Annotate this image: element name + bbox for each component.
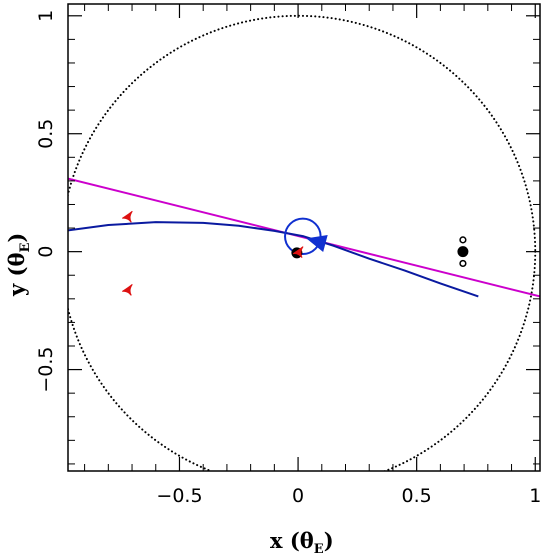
y-tick-label: −0.5 xyxy=(35,347,57,393)
trajectory-arrow xyxy=(306,235,328,252)
x-tick-label: 0 xyxy=(292,485,304,507)
x-tick-label: 0.5 xyxy=(402,485,432,507)
x-axis-label-sub: E xyxy=(314,542,324,555)
plot-frame xyxy=(67,3,541,472)
x-tick-label: −0.5 xyxy=(156,485,202,507)
x-axis-label-theta: θ xyxy=(300,528,314,553)
y-axis-label-main: y xyxy=(4,283,29,297)
caustic xyxy=(292,246,304,258)
lens-mass-filled xyxy=(457,246,469,258)
y-axis-label: y (θE) xyxy=(4,233,33,297)
lens-image-open xyxy=(459,236,467,244)
y-axis-label-theta: θ xyxy=(4,253,29,267)
caustic xyxy=(122,283,133,296)
y-tick-label: 1 xyxy=(35,10,57,22)
y-tick-label: 0.5 xyxy=(35,119,57,149)
lens-image-open xyxy=(459,259,467,268)
planetary-trajectory-line xyxy=(68,221,479,298)
x-tick-label: 1 xyxy=(529,485,541,507)
x-axis-label-main: x xyxy=(270,528,283,553)
y-tick-label: 0 xyxy=(35,246,57,258)
caustic xyxy=(122,210,133,223)
y-axis-label-sub: E xyxy=(18,243,33,253)
x-axis-label: x (θE) xyxy=(270,528,334,555)
